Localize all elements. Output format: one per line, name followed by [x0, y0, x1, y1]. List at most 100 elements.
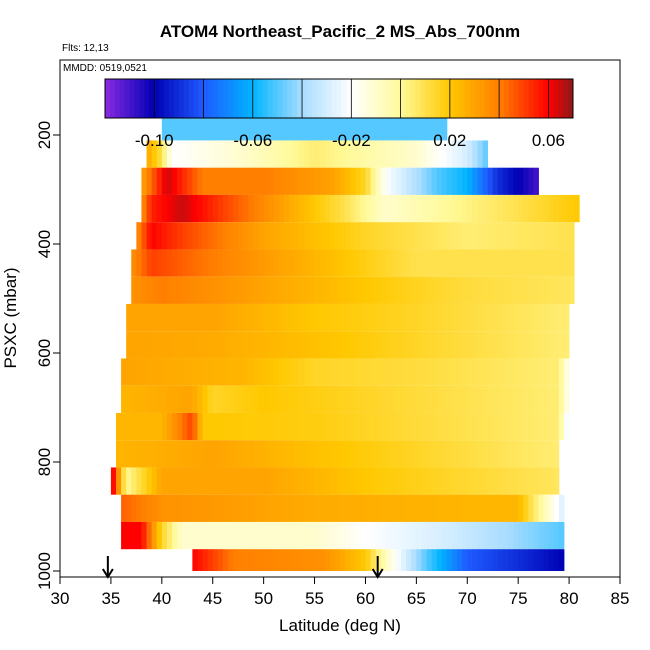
- heatmap-cell: [212, 385, 219, 413]
- heatmap-cell: [197, 521, 203, 550]
- heatmap-cell: [289, 167, 295, 195]
- heatmap-cell: [238, 276, 244, 304]
- heatmap-cell: [538, 276, 545, 304]
- heatmap-cell: [553, 412, 560, 441]
- heatmap-cell: [268, 440, 275, 468]
- heatmap-cell: [390, 222, 397, 250]
- heatmap-cell: [309, 358, 315, 386]
- heatmap-cell: [166, 358, 173, 386]
- heatmap-cell: [151, 331, 158, 359]
- heatmap-cell: [268, 303, 275, 332]
- heatmap-cell: [421, 467, 427, 495]
- heatmap-cell: [472, 249, 478, 277]
- heatmap-cell: [492, 331, 499, 359]
- heatmap-cell: [161, 358, 168, 386]
- heatmap-cell: [370, 331, 377, 359]
- heatmap-cell: [492, 549, 499, 571]
- heatmap-cell: [166, 303, 173, 332]
- heatmap-cell: [233, 549, 239, 571]
- heatmap-cell: [177, 115, 183, 141]
- heatmap-cell: [472, 521, 478, 550]
- heatmap-cell: [222, 385, 229, 413]
- heatmap-cell: [289, 385, 295, 413]
- heatmap-cell: [136, 276, 142, 304]
- heatmap-cell: [253, 412, 259, 441]
- heatmap-cell: [492, 167, 499, 195]
- heatmap-cell: [385, 140, 392, 168]
- heatmap-cell: [289, 194, 295, 223]
- heatmap-cell: [121, 412, 127, 441]
- heatmap-cell: [380, 521, 387, 550]
- heatmap-cell: [523, 467, 529, 495]
- x-tick-label: 70: [458, 589, 477, 608]
- heatmap-cell: [502, 331, 509, 359]
- heatmap-cell: [421, 440, 427, 468]
- colorbar-segment: [178, 79, 185, 118]
- heatmap-cell: [289, 440, 295, 468]
- heatmap-cell: [431, 385, 438, 413]
- heatmap-cell: [416, 331, 422, 359]
- heatmap-cell: [258, 358, 265, 386]
- heatmap-cell: [492, 440, 499, 468]
- heatmap-cell: [497, 194, 504, 223]
- heatmap-cell: [304, 194, 310, 223]
- heatmap-cell: [238, 440, 244, 468]
- heatmap-cell: [253, 140, 259, 168]
- heatmap-cell: [355, 249, 361, 277]
- heatmap-cell: [182, 167, 188, 195]
- heatmap-cell: [141, 167, 147, 195]
- heatmap-cell: [411, 222, 417, 250]
- heatmap-cell: [268, 194, 275, 223]
- heatmap-cell: [350, 249, 356, 277]
- heatmap-cell: [548, 276, 555, 304]
- heatmap-cell: [212, 303, 219, 332]
- heatmap-cell: [558, 521, 565, 550]
- heatmap-cell: [253, 167, 259, 195]
- colorbar-segment: [326, 79, 333, 118]
- x-tick-label: 65: [407, 589, 426, 608]
- heatmap-cell: [284, 385, 290, 413]
- heatmap-cell: [467, 521, 473, 550]
- heatmap-cell: [248, 140, 254, 168]
- heatmap-cell: [319, 194, 326, 223]
- heatmap-cell: [441, 167, 448, 195]
- heatmap-cell: [441, 140, 448, 168]
- colorbar-segment: [508, 79, 515, 118]
- colorbar-segment: [164, 79, 170, 118]
- heatmap-cell: [411, 167, 417, 195]
- heatmap-cell: [273, 331, 280, 359]
- heatmap-cell: [345, 412, 351, 441]
- heatmap-cell: [436, 467, 443, 495]
- heatmap-cell: [350, 385, 356, 413]
- heatmap-cell: [360, 140, 366, 168]
- colorbar-segment: [504, 79, 510, 118]
- heatmap-cell: [304, 494, 310, 522]
- heatmap-cell: [411, 249, 417, 277]
- heatmap-cell: [304, 412, 310, 441]
- heatmap-cell: [375, 115, 382, 141]
- heatmap-cell: [151, 167, 158, 195]
- heatmap-cell: [126, 385, 132, 413]
- heatmap-cell: [431, 194, 438, 223]
- heatmap-cell: [294, 440, 300, 468]
- heatmap-cell: [187, 385, 193, 413]
- heatmap-cell: [156, 303, 163, 332]
- heatmap-cell: [497, 440, 504, 468]
- heatmap-cell: [141, 222, 147, 250]
- heatmap-cell: [543, 222, 550, 250]
- heatmap-cell: [548, 412, 555, 441]
- heatmap-cell: [482, 549, 489, 571]
- colorbar-segment: [311, 79, 318, 118]
- heatmap-cell: [319, 440, 326, 468]
- heatmap-cell: [396, 385, 402, 413]
- heatmap-cell: [278, 115, 285, 141]
- heatmap-cell: [401, 467, 407, 495]
- heatmap-cell: [548, 222, 555, 250]
- heatmap-cell: [446, 249, 453, 277]
- heatmap-cell: [523, 440, 529, 468]
- heatmap-cell: [340, 385, 346, 413]
- heatmap-cell: [340, 140, 346, 168]
- heatmap-cell: [467, 358, 473, 386]
- colorbar-segment: [484, 79, 490, 118]
- colorbar-segment: [218, 79, 224, 118]
